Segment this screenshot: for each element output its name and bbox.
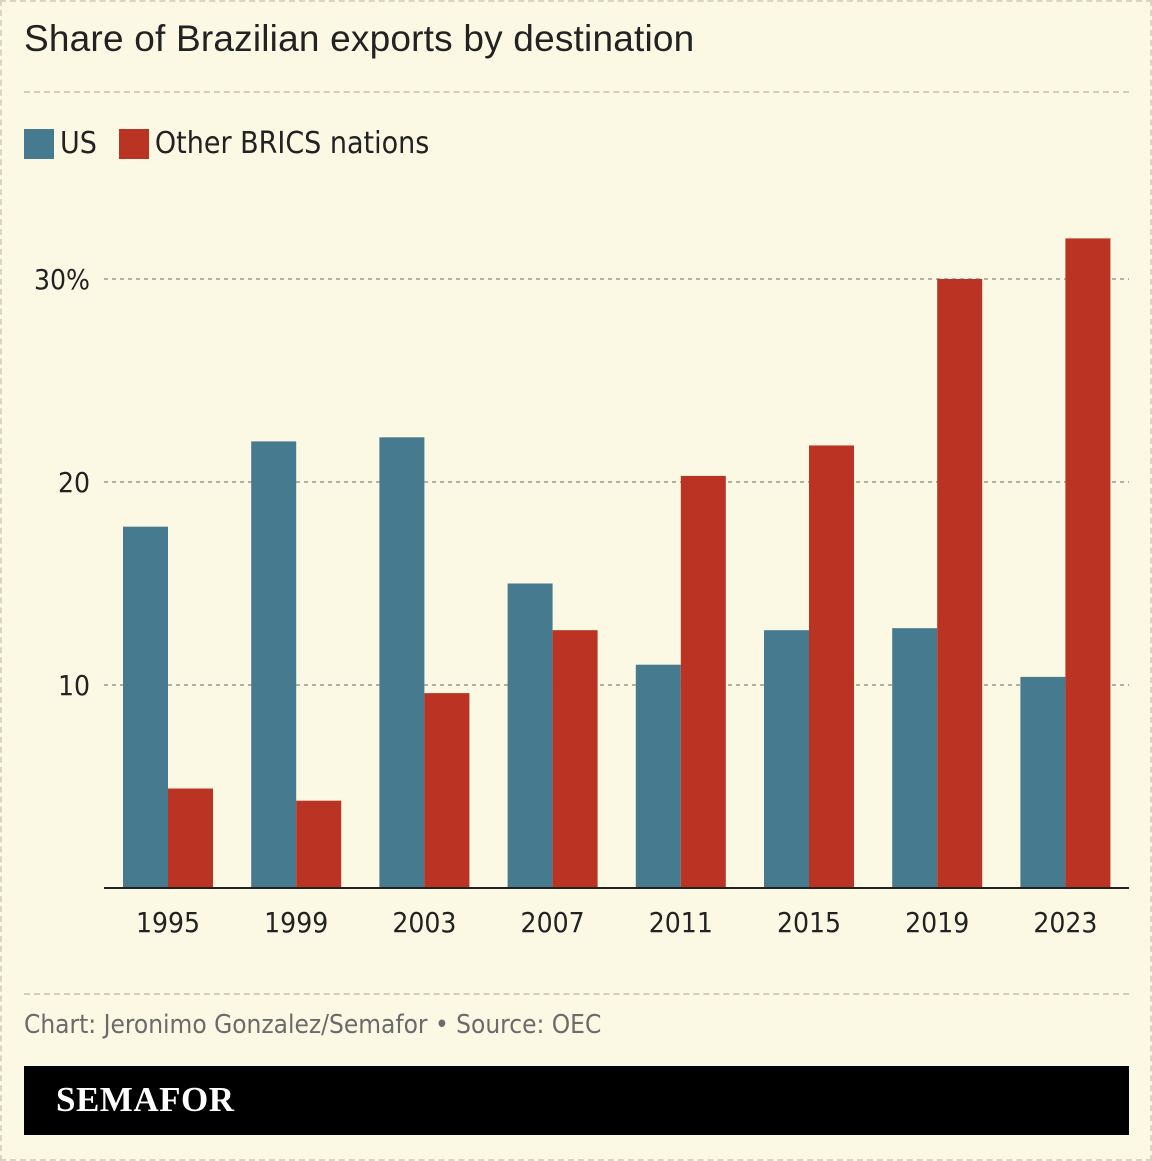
bar-brics-2007 [552, 630, 598, 888]
bar-brics-1995 [168, 788, 213, 888]
bar-chart: 10 20 30% 1995 1999 2003 2007 2011 2015 2019 2023 [34, 238, 1129, 939]
x-tick-label-2003: 2003 [392, 906, 456, 939]
bar-us-2007 [507, 583, 553, 888]
bar-brics-2003 [424, 693, 470, 888]
x-tick-label-2019: 2019 [905, 906, 969, 939]
x-tick-label-2015: 2015 [777, 906, 841, 939]
bar-us-1999 [251, 441, 297, 888]
y-tick-label-10: 10 [58, 669, 90, 702]
legend-swatch-us [24, 128, 54, 159]
x-tick-label-2007: 2007 [521, 906, 585, 939]
bar-us-2019 [892, 628, 938, 888]
bar-brics-2015 [809, 445, 854, 888]
bottom-divider [24, 993, 1129, 995]
legend-swatch-brics [118, 128, 149, 159]
chart-title: Share of Brazilian exports by destinatio… [24, 18, 695, 59]
top-divider [24, 91, 1129, 93]
bar-us-2015 [764, 630, 809, 888]
bar-brics-2011 [680, 475, 726, 888]
legend-item-brics: Other BRICS nations [118, 126, 430, 161]
bar-us-2003 [379, 437, 425, 888]
x-tick-label-1995: 1995 [136, 906, 200, 939]
bar-brics-2019 [937, 279, 983, 888]
bar-us-2011 [635, 664, 681, 888]
legend-label-brics: Other BRICS nations [154, 126, 430, 161]
bar-us-1995 [123, 526, 168, 888]
legend: US Other BRICS nations [24, 126, 451, 161]
brand-bar: SEMAFOR [24, 1066, 1129, 1135]
bar-us-2023 [1020, 676, 1066, 888]
brand-logo: SEMAFOR [56, 1080, 235, 1119]
x-tick-label-1999: 1999 [264, 906, 328, 939]
bar-brics-2023 [1065, 238, 1111, 888]
y-tick-label-30: 30% [34, 263, 90, 296]
source-credit: Chart: Jeronimo Gonzalez/Semafor • Sourc… [24, 1010, 602, 1040]
x-tick-label-2023: 2023 [1033, 906, 1097, 939]
legend-label-us: US [60, 126, 97, 161]
bar-brics-1999 [296, 800, 342, 888]
y-tick-label-20: 20 [58, 466, 90, 499]
legend-item-us: US [24, 126, 97, 161]
x-tick-label-2011: 2011 [649, 906, 713, 939]
